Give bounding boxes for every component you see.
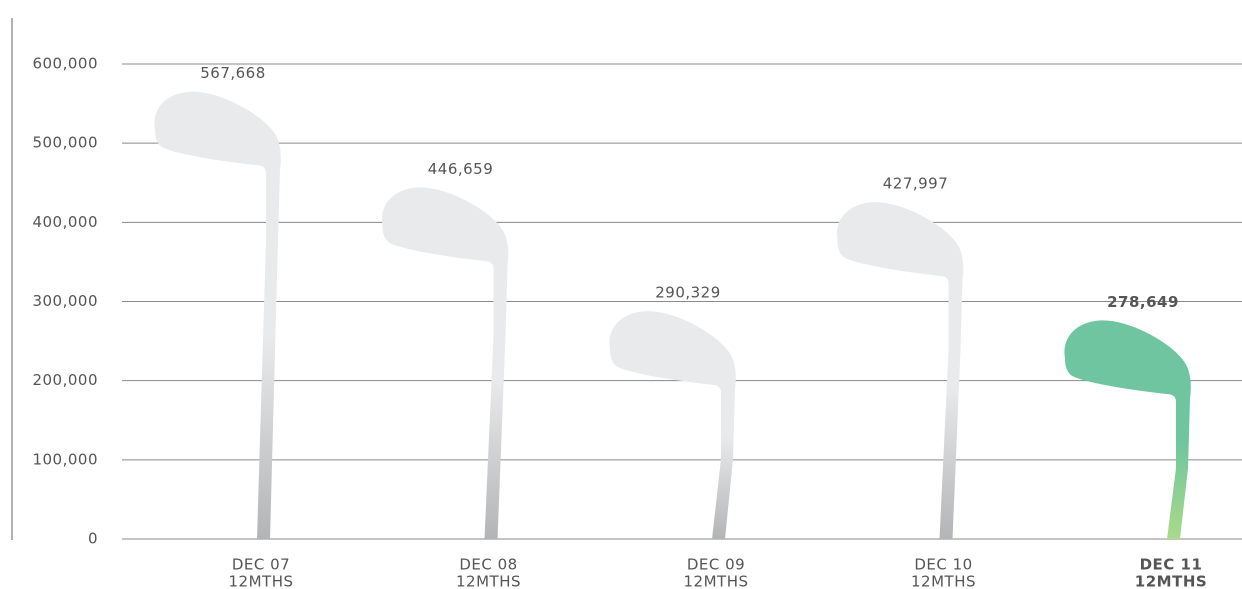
x-tick-label: 12MTHS [1135,573,1207,589]
value-label: 278,649 [1107,293,1179,311]
y-tick-label: 400,000 [32,213,98,231]
x-tick-label: 12MTHS [911,573,976,589]
x-tick-label: 12MTHS [684,573,749,589]
y-tick-label: 600,000 [32,55,98,73]
club-bar [1064,320,1191,539]
y-tick-label: 200,000 [32,371,98,389]
club-bar [154,91,281,540]
value-label: 567,668 [200,64,266,82]
value-label: 446,659 [428,160,494,178]
x-tick-label: DEC 10 [914,556,972,574]
y-tick-label: 100,000 [32,450,98,468]
club-bar [609,311,736,539]
club-bar [381,187,509,539]
x-tick-label: DEC 07 [232,556,290,574]
y-tick-label: 300,000 [32,292,98,310]
value-label: 290,329 [655,284,721,302]
x-tick-label: 12MTHS [456,573,521,589]
club-bar [836,202,964,539]
x-tick-label: DEC 08 [459,556,517,574]
x-tick-label: 12MTHS [229,573,294,589]
x-tick-label: DEC 09 [687,556,745,574]
y-tick-label: 500,000 [32,134,98,152]
value-label: 427,997 [883,175,949,193]
x-tick-label: DEC 11 [1140,556,1203,574]
y-tick-label: 0 [88,530,98,548]
